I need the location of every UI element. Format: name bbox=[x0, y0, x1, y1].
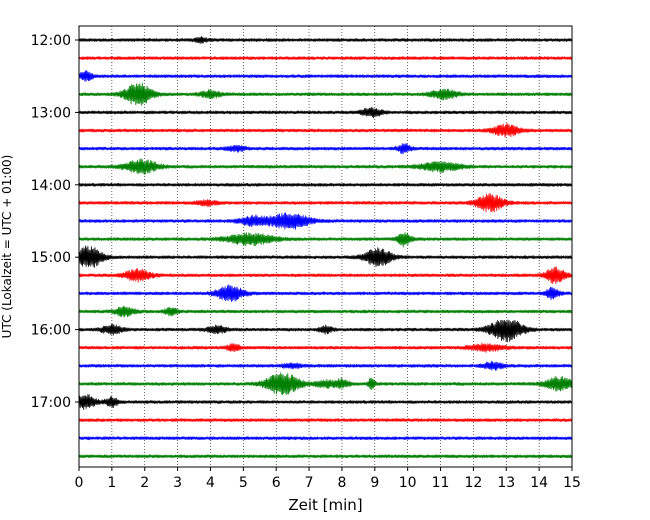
trace-1700 bbox=[78, 394, 573, 410]
x-tick-label: 14 bbox=[530, 475, 548, 491]
trace-1715 bbox=[78, 418, 573, 422]
x-tick-label: 1 bbox=[107, 475, 116, 491]
trace-1200 bbox=[78, 36, 573, 44]
y-axis-label: UTC (Lokalzeit = UTC + 01:00) bbox=[0, 155, 14, 339]
x-tick-label: 15 bbox=[563, 475, 581, 491]
trace-1615 bbox=[78, 342, 573, 353]
trace-1745 bbox=[78, 454, 573, 459]
y-tick-label: 15:00 bbox=[31, 250, 71, 266]
x-tick-label: 3 bbox=[173, 475, 182, 491]
trace-1215 bbox=[78, 56, 573, 60]
x-tick-label: 5 bbox=[239, 475, 248, 491]
x-tick-label: 12 bbox=[464, 475, 482, 491]
x-tick-label: 6 bbox=[272, 475, 281, 491]
y-tick-label: 14:00 bbox=[31, 178, 71, 194]
trace-1500 bbox=[78, 245, 573, 268]
x-tick-label: 9 bbox=[370, 475, 379, 491]
trace-1415 bbox=[78, 193, 573, 213]
plot-frame bbox=[78, 25, 573, 468]
trace-1630 bbox=[78, 360, 573, 371]
trace-1245 bbox=[78, 82, 573, 106]
trace-1330 bbox=[78, 143, 573, 155]
x-tick-label: 11 bbox=[432, 475, 450, 491]
y-axis-ticks: 12:00 13:00 14:00 15:00 16:00 17:00 bbox=[31, 33, 79, 411]
trace-1400 bbox=[78, 182, 573, 187]
x-axis-label: Zeit [min] bbox=[288, 496, 362, 514]
trace-1230 bbox=[78, 70, 573, 82]
trace-1645 bbox=[78, 372, 573, 396]
trace-1515 bbox=[78, 266, 573, 285]
trace-1445 bbox=[78, 232, 573, 248]
trace-1345 bbox=[78, 158, 573, 175]
y-tick-label: 13:00 bbox=[31, 105, 71, 121]
trace-rows bbox=[78, 36, 573, 459]
x-tick-label: 4 bbox=[206, 475, 215, 491]
trace-1315 bbox=[78, 123, 573, 138]
y-tick-label: 17:00 bbox=[31, 395, 71, 411]
x-tick-label: 7 bbox=[305, 475, 314, 491]
x-axis-ticks: 0 1 2 3 4 5 6 7 8 9 10 11 12 13 14 15 bbox=[75, 467, 581, 491]
x-tick-label: 0 bbox=[75, 475, 84, 491]
x-tick-label: 10 bbox=[399, 475, 417, 491]
trace-1530 bbox=[78, 284, 573, 302]
trace-1430 bbox=[78, 212, 573, 230]
x-tick-label: 2 bbox=[140, 475, 149, 491]
trace-1545 bbox=[78, 305, 573, 318]
trace-1600 bbox=[78, 319, 573, 343]
x-tick-label: 8 bbox=[337, 475, 346, 491]
x-tick-label: 13 bbox=[497, 475, 515, 491]
trace-1730 bbox=[78, 436, 573, 441]
trace-1300 bbox=[78, 106, 573, 119]
y-tick-label: 16:00 bbox=[31, 323, 71, 339]
y-tick-label: 12:00 bbox=[31, 33, 71, 49]
